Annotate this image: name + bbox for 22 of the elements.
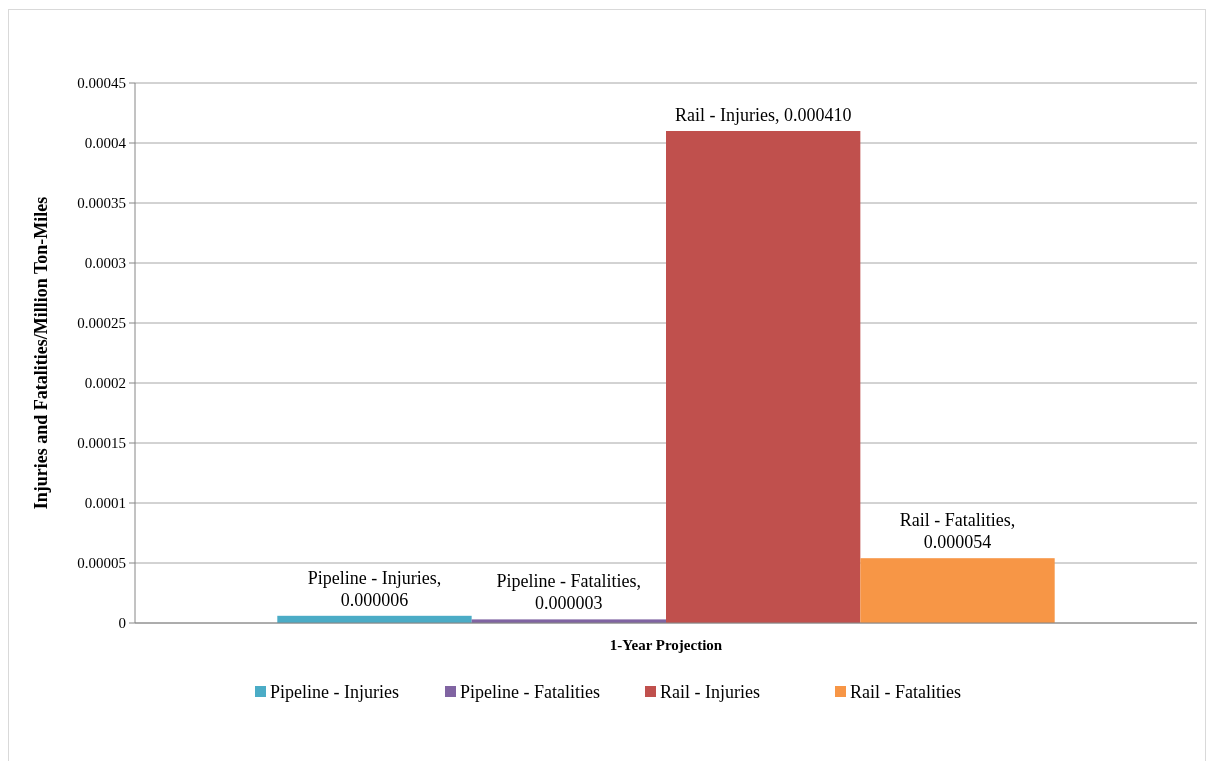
y-tick-label: 0.00015 <box>77 435 126 452</box>
y-tick-label: 0.00005 <box>77 555 126 572</box>
data-label: Rail - Fatalities, 0.000054 <box>899 510 1016 553</box>
legend-label: Pipeline - Fatalities <box>460 682 600 703</box>
y-tick-label: 0.0002 <box>84 375 126 392</box>
y-tick-label: 0.00045 <box>77 75 126 92</box>
data-label: Rail - Injuries, 0.000410 <box>674 105 852 125</box>
y-tick-label: 0.0001 <box>84 495 126 512</box>
bar <box>860 558 1055 623</box>
x-tick-label: 1-Year Projection <box>609 637 723 653</box>
legend-label: Pipeline - Injuries <box>270 682 399 703</box>
data-label: Pipeline - Injuries, 0.000006 <box>307 567 442 610</box>
data-label: Pipeline - Fatalities, 0.000003 <box>496 571 642 614</box>
y-tick-label: 0.00025 <box>77 315 126 332</box>
y-tick-label: 0.0003 <box>84 255 126 272</box>
y-axis-title: Injuries and Fatalities/Million Ton-Miles <box>31 196 51 510</box>
legend-label: Rail - Fatalities <box>850 682 961 703</box>
legend-label: Rail - Injuries <box>660 682 760 703</box>
bar <box>666 131 861 623</box>
y-tick-label: 0.0004 <box>84 135 127 152</box>
y-tick-label: 0 <box>118 615 126 632</box>
y-tick-label: 0.00035 <box>77 195 126 212</box>
